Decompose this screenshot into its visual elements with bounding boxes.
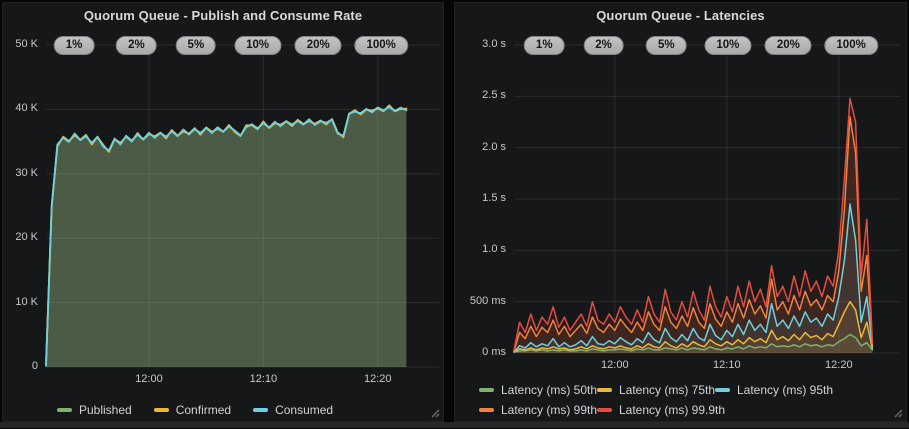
annotation-pill-10%[interactable]: 10% [704, 36, 752, 55]
y-axis-tick-label: 40 K [15, 102, 38, 115]
annotation-pill-2%[interactable]: 2% [116, 36, 157, 55]
annotation-pill-2%[interactable]: 2% [583, 36, 624, 55]
legend-label: Consumed [275, 403, 334, 417]
chart-legend: Latency (ms) 50th Latency (ms) 75th Latenc… [479, 383, 833, 417]
series-fill-Consumed [46, 106, 407, 368]
series-fill-Latency (ms) 75th [514, 301, 873, 353]
x-axis-tick-label: 12:00 [135, 373, 163, 385]
legend-label: Published [79, 403, 132, 417]
annotation-pill-1%[interactable]: 1% [523, 36, 565, 55]
x-axis-tick-label: 12:20 [825, 359, 853, 371]
y-axis-tick-label: 30 K [15, 166, 38, 179]
legend-label: Latency (ms) 99.9th [619, 403, 726, 417]
legend-color-swatch-icon [153, 408, 169, 412]
legend-item[interactable]: Latency (ms) 99.9th [597, 403, 725, 417]
publish-consume-chart-plot[interactable] [45, 44, 439, 368]
series-fill-Latency (ms) 95th [514, 204, 873, 353]
annotation-pill-20%[interactable]: 20% [764, 36, 812, 55]
panel-publish-consume-rate: Quorum Queue - Publish and Consume Rate … [2, 2, 444, 422]
legend-label: Latency (ms) 95th [737, 383, 834, 397]
y-axis-tick-label: 3.0 s [482, 38, 506, 50]
annotation-pill-20%[interactable]: 20% [294, 36, 342, 55]
legend-item[interactable]: Published [57, 403, 132, 417]
panel-title[interactable]: Quorum Queue - Publish and Consume Rate [83, 8, 363, 23]
series-fill-Latency (ms) 50th [514, 334, 873, 353]
x-axis-tick-label: 12:10 [713, 359, 741, 371]
series-line-Latency (ms) 95th [513, 203, 874, 353]
y-axis-tick-label: 1.0 s [482, 243, 506, 256]
annotation-pill-100%[interactable]: 100% [824, 36, 878, 55]
series-line-Latency (ms) 75th [513, 300, 874, 353]
series-fill-Latency (ms) 99.9th [514, 98, 873, 354]
legend-item[interactable]: Latency (ms) 99th [479, 403, 597, 417]
legend-color-swatch-icon [597, 388, 612, 392]
legend-label: Latency (ms) 99th [501, 403, 598, 417]
legend-color-swatch-icon [479, 388, 494, 392]
x-axis-tick-label: 12:00 [601, 359, 629, 371]
annotation-pill-1%[interactable]: 1% [53, 36, 95, 55]
series-fill-Confirmed [46, 105, 407, 368]
y-axis-tick-label: 0 ms [482, 346, 506, 358]
panel-title[interactable]: Quorum Queue - Latencies [596, 8, 765, 23]
legend-label: Latency (ms) 75th [619, 383, 716, 397]
panel-latencies: Quorum Queue - Latencies Latency (ms) 50… [454, 2, 907, 422]
annotation-pill-5%[interactable]: 5% [175, 36, 217, 55]
latencies-chart-plot[interactable] [513, 44, 901, 354]
y-axis-tick-label: 2.0 s [482, 140, 506, 153]
horizontal-scrollbar[interactable] [0, 422, 909, 428]
series-line-Latency (ms) 50th [513, 333, 874, 353]
x-axis-tick-label: 12:20 [363, 373, 392, 385]
y-axis-tick-label: 500 ms [469, 294, 506, 307]
y-axis-tick-label: 10 K [15, 295, 38, 308]
legend-label: Confirmed [175, 403, 232, 417]
legend-item[interactable]: Consumed [253, 403, 333, 417]
legend-item[interactable]: Confirmed [153, 403, 232, 417]
legend-item[interactable]: Latency (ms) 75th [597, 383, 715, 397]
y-axis-tick-label: 50 K [15, 38, 38, 50]
x-axis-tick-label: 12:10 [249, 373, 278, 385]
annotation-pill-10%[interactable]: 10% [234, 36, 282, 55]
legend-label: Latency (ms) 50th [501, 383, 598, 397]
series-fill-Published [46, 107, 407, 367]
y-axis-tick-label: 2.5 s [482, 89, 506, 102]
y-axis-tick-label: 0 [31, 360, 38, 372]
annotation-pill-100%[interactable]: 100% [354, 36, 408, 55]
legend-color-swatch-icon [597, 408, 612, 412]
series-line-Latency (ms) 99.9th [513, 97, 874, 351]
chart-legend: Published Confirmed Consumed [57, 403, 333, 417]
legend-color-swatch-icon [479, 408, 494, 412]
legend-color-swatch-icon [57, 408, 72, 412]
annotation-pill-5%[interactable]: 5% [646, 36, 687, 55]
y-axis-tick-label: 1.5 s [482, 192, 506, 204]
panel-resize-handle-icon[interactable] [891, 406, 903, 418]
y-axis-tick-label: 20 K [15, 231, 38, 244]
legend-item[interactable]: Latency (ms) 95th [715, 383, 833, 397]
series-line-Consumed [45, 105, 408, 367]
panel-resize-handle-icon[interactable] [428, 406, 440, 418]
legend-color-swatch-icon [253, 408, 269, 412]
legend-color-swatch-icon [715, 388, 730, 392]
legend-item[interactable]: Latency (ms) 50th [479, 383, 597, 397]
series-line-Latency (ms) 99th [513, 116, 874, 352]
